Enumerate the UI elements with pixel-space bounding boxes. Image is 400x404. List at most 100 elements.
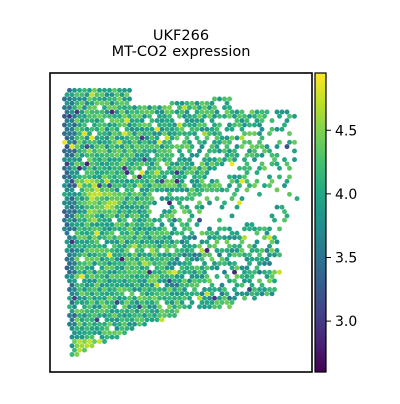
spot-point: [64, 274, 70, 279]
spot-point: [77, 313, 82, 318]
spot-point: [89, 222, 95, 228]
spot-point: [177, 183, 182, 189]
spot-point: [174, 126, 180, 132]
spot-point: [182, 261, 187, 266]
spot-point: [144, 213, 150, 219]
spot-point: [167, 157, 172, 163]
spot-point: [107, 122, 112, 128]
spot-point: [209, 161, 215, 167]
spot-point: [287, 191, 292, 197]
spot-point: [197, 113, 202, 119]
spot-point: [187, 269, 192, 275]
spot-point: [107, 287, 112, 292]
spot-point: [69, 178, 75, 184]
spot-point: [104, 144, 110, 150]
spot-point: [192, 191, 197, 197]
spot-point: [269, 161, 275, 167]
spot-point: [87, 304, 92, 310]
spot-point: [177, 148, 182, 154]
spot-point: [214, 126, 220, 132]
spot-point: [77, 261, 82, 266]
spot-point: [99, 161, 105, 167]
spot-point: [117, 122, 122, 128]
spot-point: [199, 248, 205, 253]
spot-point: [197, 217, 202, 223]
spot-point: [162, 209, 167, 215]
spot-point: [157, 113, 162, 119]
spot-point: [142, 287, 147, 292]
spot-point: [94, 161, 100, 167]
spot-point: [189, 196, 195, 202]
spot-point: [142, 243, 147, 249]
spot-point: [109, 196, 115, 202]
spot-point: [122, 87, 127, 93]
spot-point: [104, 256, 110, 262]
spot-point: [152, 165, 157, 171]
spot-point: [112, 165, 117, 171]
spot-point: [109, 161, 115, 167]
spot-point: [119, 256, 125, 262]
spot-point: [162, 243, 167, 249]
spot-point: [127, 139, 132, 145]
spot-point: [64, 204, 70, 210]
spot-point: [147, 217, 152, 223]
spot-point: [84, 92, 90, 98]
spot-point: [122, 330, 127, 336]
spot-point: [144, 152, 150, 158]
spot-point: [254, 170, 260, 176]
spot-point: [227, 113, 232, 119]
spot-point: [82, 304, 87, 310]
spot-point: [154, 291, 160, 297]
spot-point: [267, 278, 272, 284]
spot-point: [199, 170, 205, 176]
spot-point: [69, 170, 75, 176]
spot-point: [274, 161, 280, 167]
spot-point: [82, 209, 87, 215]
spot-point: [262, 269, 267, 275]
spot-point: [112, 131, 117, 137]
spot-point: [204, 161, 210, 167]
spot-point: [82, 174, 87, 180]
spot-point: [194, 256, 200, 262]
spot-point: [144, 300, 150, 305]
spot-point: [212, 113, 217, 119]
spot-point: [169, 213, 175, 219]
spot-point: [134, 109, 140, 115]
spot-point: [187, 165, 192, 171]
spot-point: [139, 230, 145, 236]
spot-point: [144, 161, 150, 167]
spot-point: [122, 235, 127, 241]
spot-point: [187, 122, 192, 128]
spot-point: [62, 96, 67, 102]
spot-point: [92, 165, 97, 171]
spot-point: [64, 144, 70, 150]
spot-point: [67, 243, 72, 249]
spot-point: [84, 282, 90, 288]
spot-point: [107, 209, 112, 215]
spot-point: [144, 222, 150, 228]
spot-point: [142, 252, 147, 258]
spot-point: [79, 222, 85, 228]
spot-point: [147, 235, 152, 241]
spot-point: [97, 122, 102, 128]
spot-point: [207, 131, 212, 137]
spot-point: [119, 265, 125, 271]
spot-point: [132, 217, 137, 223]
spot-point: [139, 152, 145, 158]
spot-point: [162, 252, 167, 258]
spot-point: [197, 165, 202, 171]
spot-point: [62, 209, 67, 215]
spot-point: [167, 261, 172, 266]
spot-point: [109, 308, 115, 314]
spot-point: [154, 282, 160, 288]
spot-point: [137, 278, 142, 284]
spot-point: [207, 226, 212, 232]
spot-point: [217, 113, 222, 119]
spot-point: [227, 261, 232, 266]
spot-point: [157, 183, 162, 189]
spot-point: [127, 226, 132, 232]
spot-point: [104, 248, 110, 253]
spot-point: [77, 217, 82, 223]
spot-point: [269, 248, 275, 253]
spot-point: [199, 204, 205, 210]
